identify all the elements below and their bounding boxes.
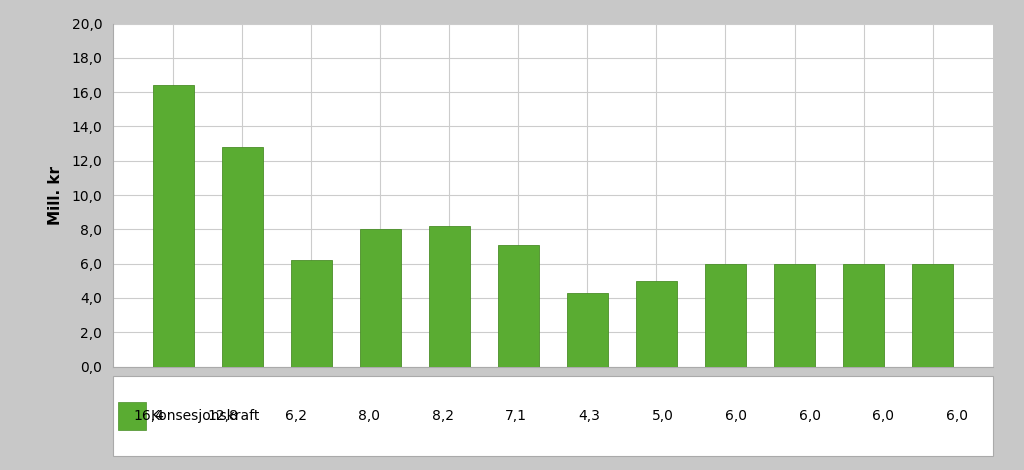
Text: 7,1: 7,1 [505,409,527,423]
Text: 4,3: 4,3 [579,409,601,423]
Text: 5,0: 5,0 [652,409,674,423]
Bar [636,281,677,367]
Bar [911,264,953,367]
Bar [429,226,470,367]
Text: 6,0: 6,0 [872,409,894,423]
Bar [498,245,540,367]
Text: 6,0: 6,0 [945,409,968,423]
Bar [291,260,332,367]
Text: 6,0: 6,0 [799,409,821,423]
Text: 6,0: 6,0 [725,409,748,423]
Bar [359,229,401,367]
Bar [153,85,195,367]
Text: Konsesjonskraft: Konsesjonskraft [152,409,260,423]
Bar [705,264,746,367]
Bar [843,264,885,367]
Text: 12,8: 12,8 [207,409,239,423]
Bar [221,147,263,367]
Text: 8,0: 8,0 [358,409,381,423]
Text: 16,4: 16,4 [134,409,165,423]
Bar [566,293,608,367]
Text: 6,2: 6,2 [285,409,307,423]
Text: 8,2: 8,2 [432,409,454,423]
Y-axis label: Mill. kr: Mill. kr [48,165,63,225]
Bar [774,264,815,367]
